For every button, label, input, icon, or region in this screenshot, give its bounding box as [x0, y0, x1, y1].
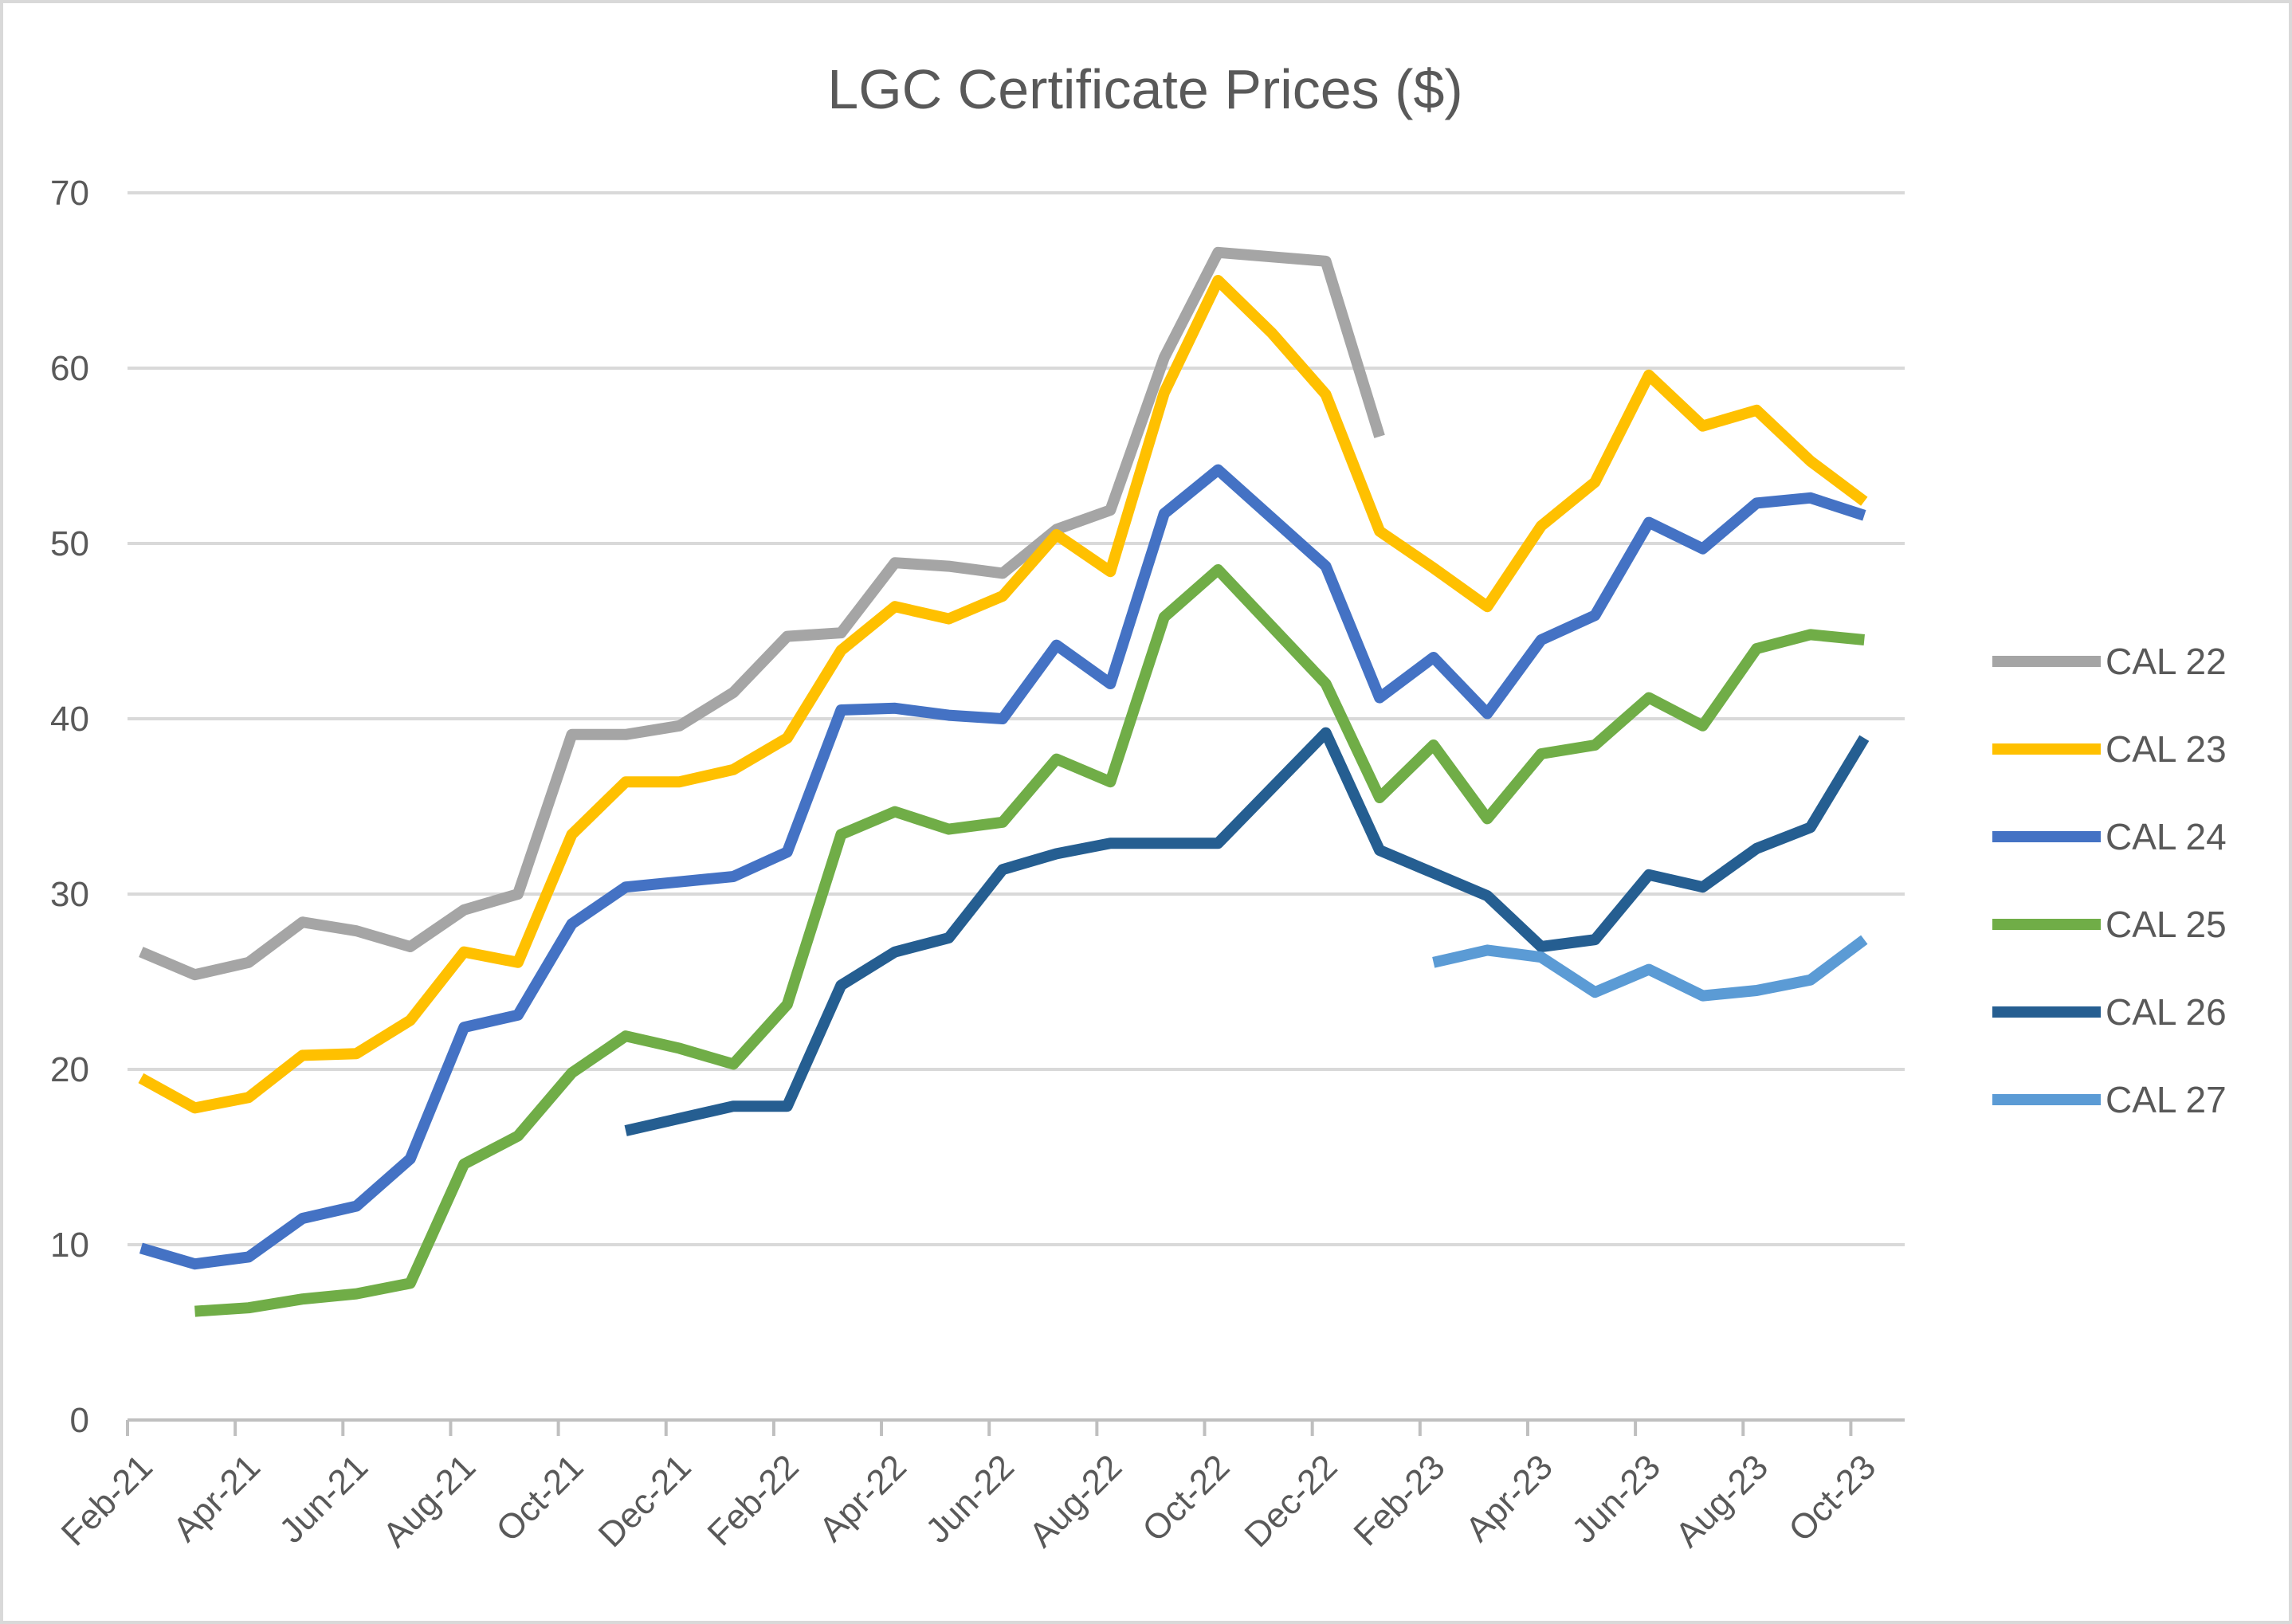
- x-tick-label: Jun-21: [272, 1447, 375, 1551]
- x-tick-label: Oct-21: [489, 1447, 591, 1549]
- legend-label: CAL 26: [2106, 991, 2227, 1033]
- x-tick-label: Feb-22: [701, 1447, 807, 1553]
- x-tick-label: Oct-22: [1135, 1447, 1237, 1549]
- x-tick-label: Aug-23: [1668, 1447, 1776, 1555]
- series-line-cal-26: [624, 727, 1870, 1136]
- x-tick-label: Dec-21: [591, 1447, 699, 1555]
- series-line-cal-22: [139, 246, 1385, 981]
- x-tick-label: Feb-21: [54, 1447, 160, 1553]
- legend-label: CAL 27: [2106, 1079, 2227, 1120]
- x-tick-label: Feb-23: [1346, 1447, 1452, 1553]
- x-tick-label: Apr-22: [812, 1447, 914, 1549]
- x-tick-label: Apr-21: [166, 1447, 268, 1549]
- y-tick-label: 0: [70, 1401, 89, 1440]
- y-tick-label: 50: [50, 524, 89, 563]
- legend-label: CAL 24: [2106, 816, 2227, 857]
- x-tick-label: Oct-23: [1781, 1447, 1883, 1549]
- series-line-cal-23: [138, 275, 1868, 1114]
- x-tick-label: Jun-22: [918, 1447, 1022, 1551]
- y-tick-label: 70: [50, 174, 89, 213]
- x-tick-label: Aug-21: [375, 1447, 483, 1555]
- legend-label: CAL 23: [2106, 728, 2227, 770]
- legend-label: CAL 22: [2106, 641, 2227, 682]
- y-tick-label: 40: [50, 700, 89, 739]
- x-tick-label: Jun-23: [1564, 1447, 1668, 1551]
- x-tick-label: Dec-22: [1238, 1447, 1345, 1555]
- series-line-cal-25: [194, 564, 1865, 1317]
- chart-title: LGC Certificate Prices ($): [827, 58, 1462, 120]
- y-tick-label: 10: [50, 1226, 89, 1265]
- series-line-cal-24: [139, 464, 1866, 1270]
- series-line-cal-27: [1432, 935, 1868, 1002]
- x-tick-label: Apr-23: [1458, 1447, 1560, 1549]
- legend-label: CAL 25: [2106, 904, 2227, 945]
- y-tick-label: 20: [50, 1050, 89, 1089]
- x-tick-label: Aug-22: [1022, 1447, 1129, 1555]
- y-tick-label: 30: [50, 875, 89, 914]
- y-tick-label: 60: [50, 349, 89, 388]
